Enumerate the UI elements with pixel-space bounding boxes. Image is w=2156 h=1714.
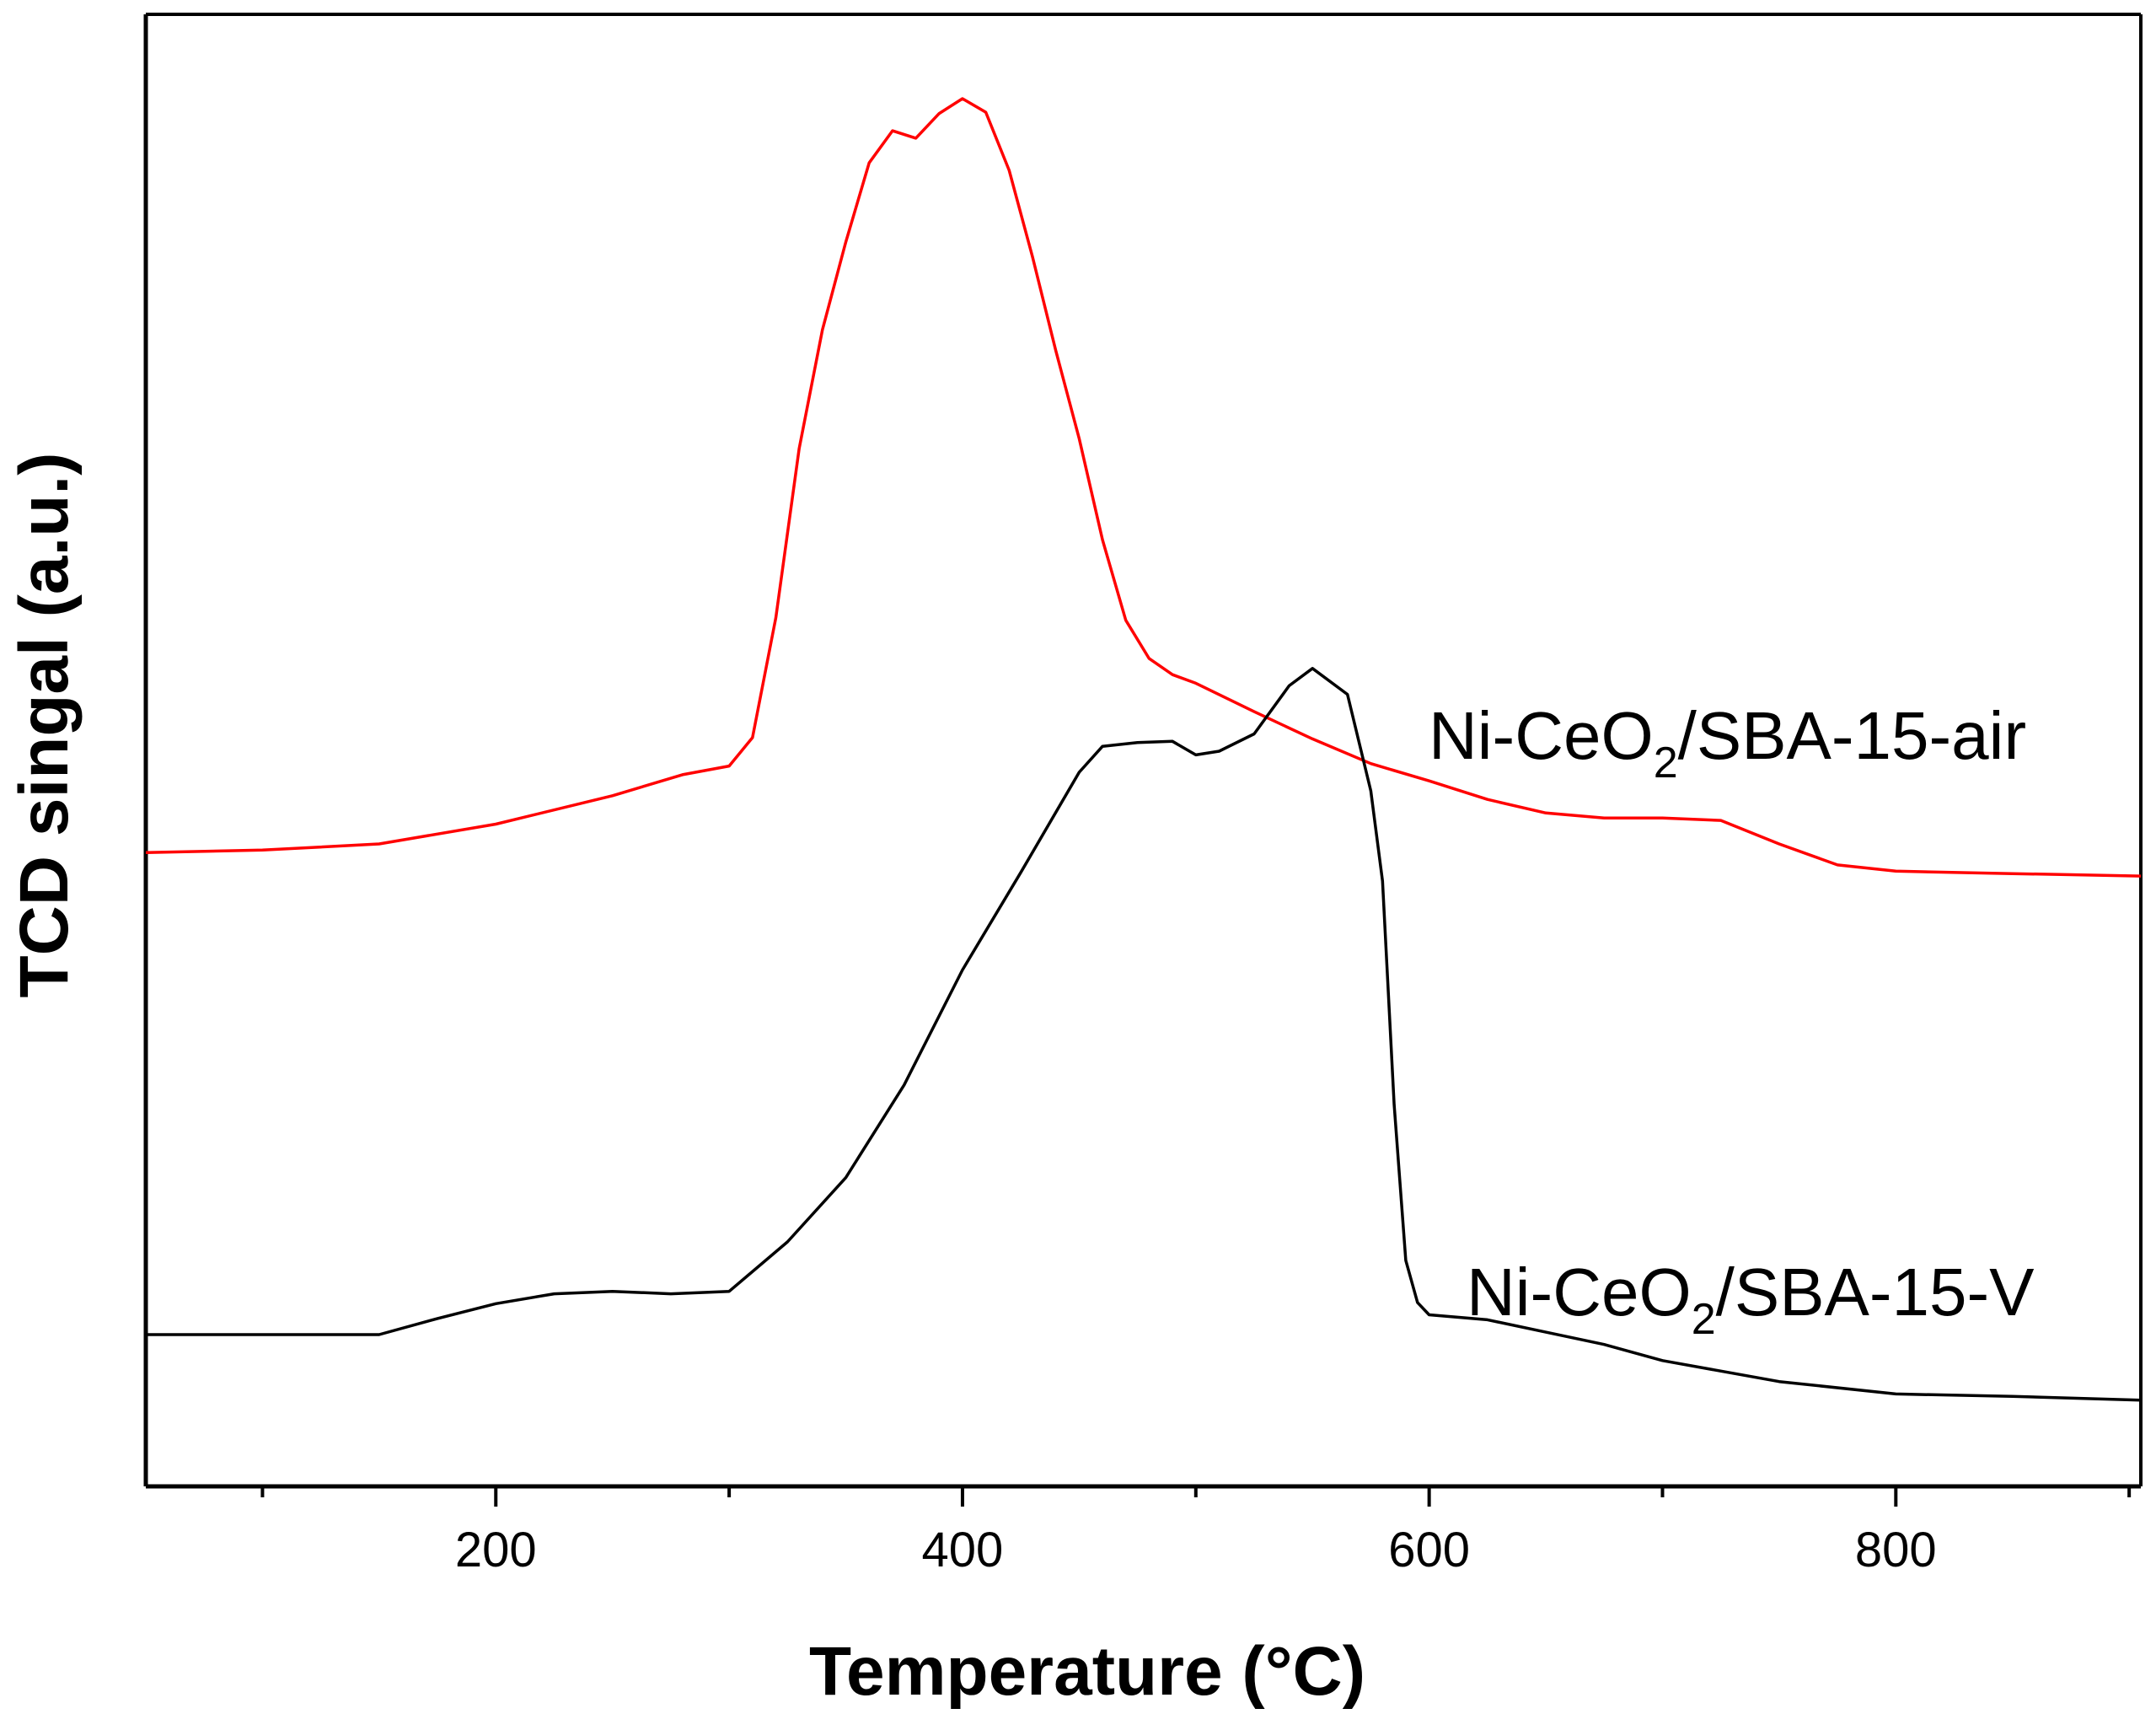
legend-label-v: Ni-CeO2/SBA-15-V [1467, 1255, 2035, 1344]
legend-label-air-rest: /SBA-15-air [1678, 698, 2026, 773]
y-axis-title: TCD singal (a.u.) [6, 453, 83, 998]
legend-label-v-rest: /SBA-15-V [1716, 1255, 2035, 1330]
x-tick-label-600: 600 [1388, 1523, 1470, 1577]
x-tick-label-800: 800 [1855, 1523, 1937, 1577]
x-axis-tick-labels: 200 400 600 800 [455, 1523, 1937, 1577]
legend-label-air: Ni-CeO2/SBA-15-air [1429, 698, 2026, 787]
x-tick-label-200: 200 [455, 1523, 537, 1577]
legend-label-v-main: Ni-CeO [1467, 1255, 1692, 1330]
series-line-v [146, 667, 2142, 1402]
x-tick-label-400: 400 [922, 1523, 1004, 1577]
legend-label-v-sub: 2 [1692, 1295, 1716, 1344]
plot-frame [143, 13, 2143, 1489]
series-line-air [145, 97, 2142, 878]
series-layer [145, 97, 2142, 1402]
x-axis-title: Temperature (°C) [809, 1633, 1365, 1710]
legend-label-air-main: Ni-CeO [1429, 698, 1654, 773]
legend-label-air-sub: 2 [1654, 739, 1678, 787]
x-axis-ticks [260, 1486, 2132, 1507]
